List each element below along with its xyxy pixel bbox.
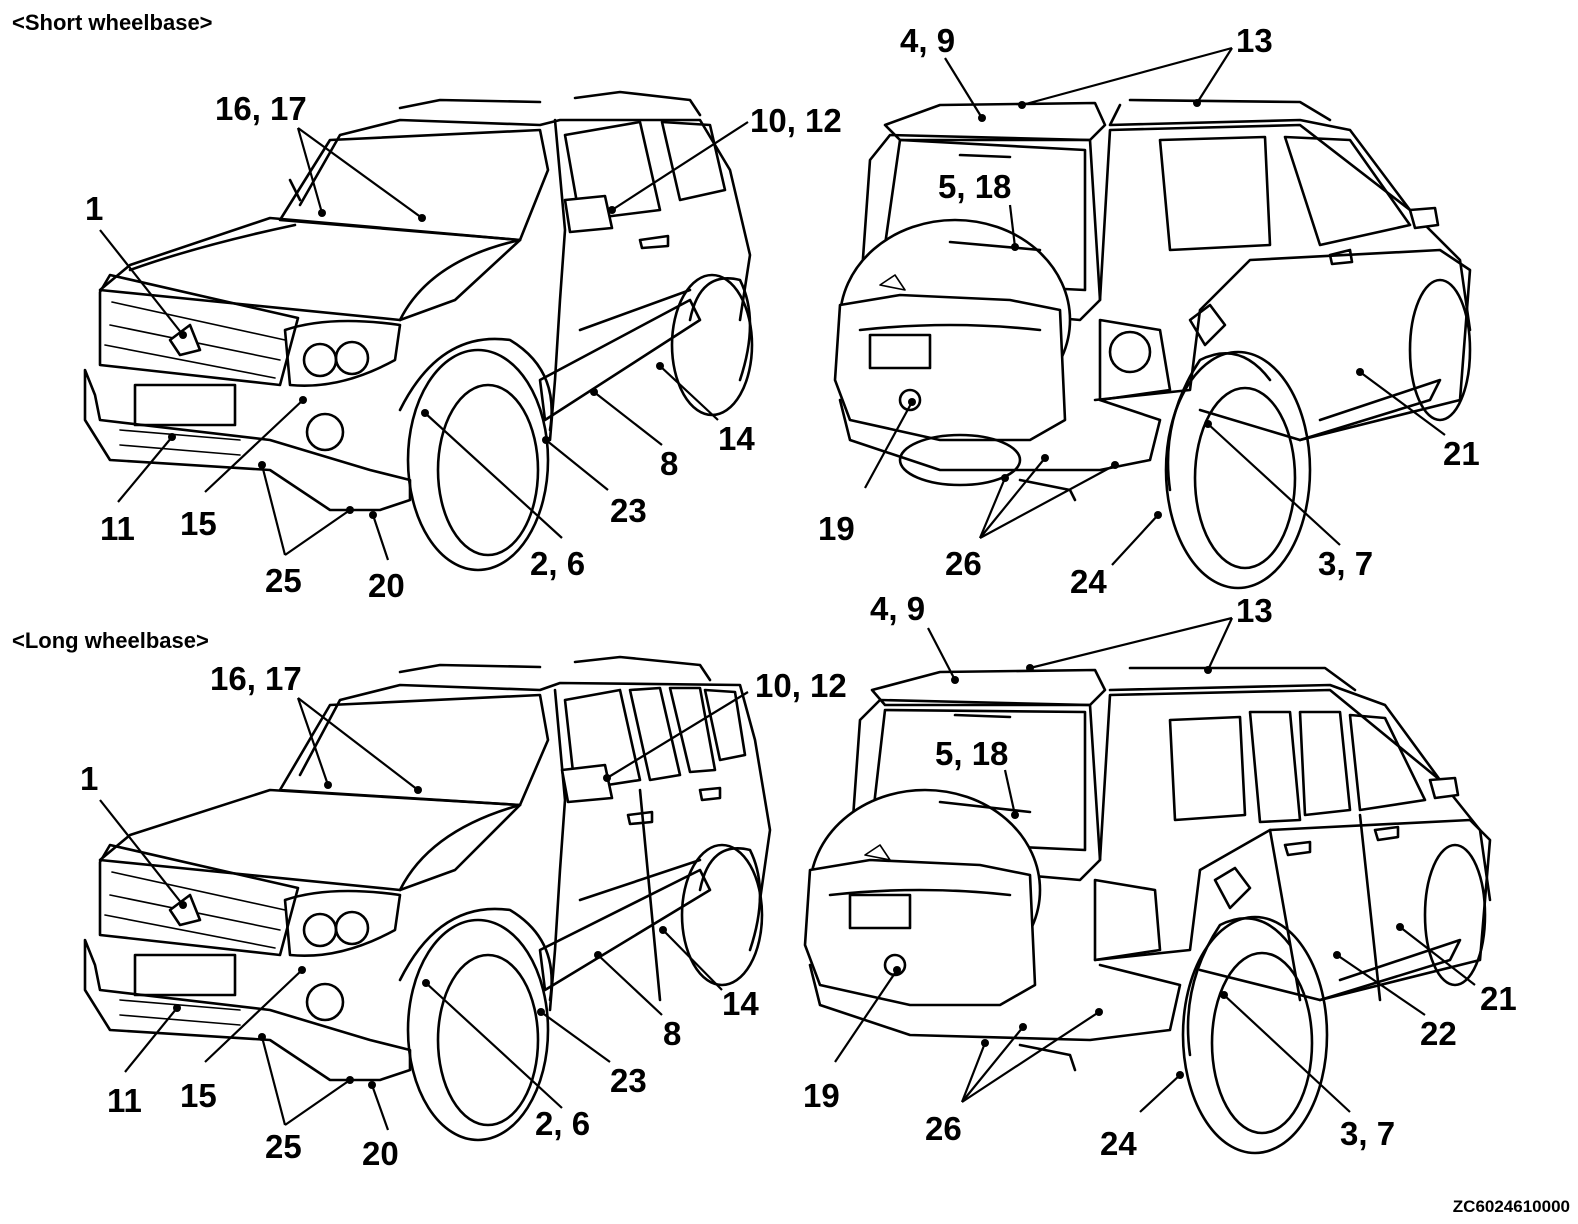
callout-label: 5, 18 bbox=[935, 735, 1008, 772]
callout-label: 1 bbox=[85, 190, 103, 227]
section-title-long-wheelbase: <Long wheelbase> bbox=[12, 628, 209, 653]
callout-label: 3, 7 bbox=[1318, 545, 1373, 582]
callout-label: 26 bbox=[925, 1110, 962, 1147]
callout-label: 3, 7 bbox=[1340, 1115, 1395, 1152]
callout-label: 10, 12 bbox=[750, 102, 842, 139]
callout-label: 14 bbox=[722, 985, 759, 1022]
callout-label: 26 bbox=[945, 545, 982, 582]
callout-label: 20 bbox=[362, 1135, 399, 1172]
callout-label: 4, 9 bbox=[900, 22, 955, 59]
short-front-leaders bbox=[99, 121, 749, 561]
callout-label: 25 bbox=[265, 562, 302, 599]
short-rear-leaders bbox=[864, 46, 1446, 566]
long-front-vehicle bbox=[83, 655, 772, 1142]
callout-label: 13 bbox=[1236, 22, 1273, 59]
callout-label: 8 bbox=[663, 1015, 681, 1052]
callout-label: 2, 6 bbox=[535, 1105, 590, 1142]
callout-label: 14 bbox=[718, 420, 755, 457]
callout-label: 8 bbox=[660, 445, 678, 482]
callout-label: 11 bbox=[107, 1082, 142, 1119]
long-front-leaders bbox=[99, 691, 749, 1131]
callout-label: 16, 17 bbox=[210, 660, 302, 697]
callout-label: 25 bbox=[265, 1128, 302, 1165]
callout-label: 23 bbox=[610, 1062, 647, 1099]
section-title-short-wheelbase: <Short wheelbase> bbox=[12, 10, 213, 35]
short-rear-vehicle bbox=[833, 98, 1472, 590]
callout-label: 5, 18 bbox=[938, 168, 1011, 205]
callout-label: 15 bbox=[180, 505, 217, 542]
callout-label: 19 bbox=[803, 1077, 840, 1114]
callout-label: 24 bbox=[1070, 563, 1107, 600]
callout-label: 22 bbox=[1420, 1015, 1457, 1052]
callout-label: 24 bbox=[1100, 1125, 1137, 1162]
callout-label: 1 bbox=[80, 760, 98, 797]
callout-label: 21 bbox=[1443, 435, 1480, 472]
short-front-vehicle bbox=[83, 90, 754, 572]
short-rear-callouts: 4, 9 13 5, 18 21 19 26 24 3, 7 bbox=[818, 22, 1480, 600]
long-rear-callouts: 4, 9 13 5, 18 21 22 19 26 24 3, 7 bbox=[803, 590, 1517, 1162]
callout-label: 2, 6 bbox=[530, 545, 585, 582]
callout-label: 10, 12 bbox=[755, 667, 847, 704]
short-front-callouts: 16, 17 10, 12 1 8 14 23 11 15 25 20 2, 6 bbox=[85, 90, 842, 604]
callout-label: 13 bbox=[1236, 592, 1273, 629]
long-rear-vehicle bbox=[803, 666, 1492, 1155]
callout-label: 15 bbox=[180, 1077, 217, 1114]
callout-label: 11 bbox=[100, 510, 135, 547]
callout-label: 19 bbox=[818, 510, 855, 547]
figure-code: ZC6024610000 bbox=[1453, 1197, 1570, 1216]
long-rear-leaders bbox=[834, 616, 1476, 1113]
long-front-callouts: 16, 17 10, 12 1 8 14 23 11 15 25 20 2, 6 bbox=[80, 660, 847, 1172]
callout-label: 23 bbox=[610, 492, 647, 529]
callout-label: 21 bbox=[1480, 980, 1517, 1017]
callout-label: 4, 9 bbox=[870, 590, 925, 627]
callout-label: 20 bbox=[368, 567, 405, 604]
callout-label: 16, 17 bbox=[215, 90, 307, 127]
